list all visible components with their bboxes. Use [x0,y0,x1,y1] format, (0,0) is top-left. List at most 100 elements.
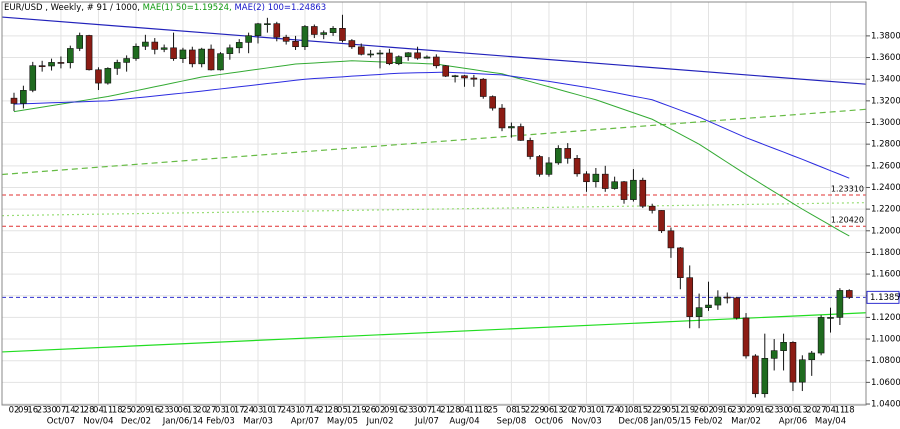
x-tick-label: 23 [403,406,414,416]
plot-frame [1,1,867,406]
y-tick-label: 1.16000 [871,270,900,280]
x-tick-label: 03 [215,406,226,416]
candle-body [142,41,149,47]
indicator-label: MAE(2) 100=1.24863 [234,3,326,13]
candle-body [845,290,853,298]
candle-body [545,162,553,175]
x-tick-label: 28 [84,406,95,416]
month-label: May/05 [327,417,358,427]
x-tick-label: 27 [572,406,583,416]
x-tick-label: 01 [619,406,630,416]
y-tick-label: 1.28000 [871,140,900,150]
candle-body [620,181,628,200]
title-text: EUR/USD , Weekly, # 91 / 1000, [4,3,140,13]
x-tick-label: 15 [515,406,526,416]
month-label: Feb/03 [206,417,235,427]
candle-body [198,48,205,65]
x-tick-label: 18 [844,406,855,416]
month-label: Apr/06 [779,417,807,427]
moving-average [13,60,850,237]
candle-body [630,179,637,200]
x-tick-label: 16 [393,406,404,416]
x-tick-label: 29 [534,406,545,416]
x-tick-label: 16 [27,406,38,416]
candle-body [20,90,27,104]
candle-body [123,58,130,63]
candle-body [573,158,581,175]
y-tick-label: 1.34000 [871,75,900,85]
candle-body [67,48,74,64]
candle-body [517,126,525,141]
candle-body [395,56,403,65]
x-tick-label: 11 [834,406,845,416]
candle-body [742,317,750,357]
candle-body [780,342,787,351]
candle-body [489,96,496,109]
x-tick-label: 22 [525,406,536,416]
candle-body [95,69,102,84]
candle-body [639,179,647,207]
month-label: May/04 [815,417,846,427]
x-tick-label: 12 [675,406,686,416]
candle-body [207,48,215,71]
candle-body [667,230,675,249]
month-label: Dec/08 [618,417,648,427]
x-tick-label: 31 [290,406,301,416]
x-tick-label: 12 [346,406,357,416]
x-tick-label: 21 [318,406,329,416]
candle-body [179,49,187,59]
x-tick-label: 03 [581,406,592,416]
candle-body [611,181,618,189]
candle-body [770,350,778,359]
plot-layer: 1.23310 1.20420 [1,2,867,405]
x-tick-label: 02 [375,406,386,416]
month-label: Feb/02 [694,417,723,427]
x-tick-label: 02 [703,406,714,416]
x-tick-label: 17 [600,406,611,416]
candle-body [433,56,440,67]
trendline [1,108,867,176]
chart-title: EUR/USD , Weekly, # 91 / 1000, MAE(1) 50… [4,3,326,13]
candle-body [799,359,806,383]
x-tick-label: 17 [234,406,245,416]
x-tick-label: 18 [478,406,489,416]
candle-body [470,77,478,80]
y-tick-label: 1.24000 [871,183,900,193]
candle-body [686,277,694,317]
x-tick-label: 02 [741,406,752,416]
x-tick-label: 13 [553,406,564,416]
x-tick-label: 16 [722,406,733,416]
x-tick-label: 28 [450,406,461,416]
candle-body [827,317,834,319]
candle-body [85,35,93,71]
y-tick-label: 1.30000 [871,118,900,128]
y-tick-label: 1.06000 [871,378,900,388]
x-tick-label: 11 [468,406,479,416]
candle-body [658,210,665,232]
indicator-label: MAE(1) 50=1.19524, [143,3,232,13]
month-label: Apr/07 [291,417,319,427]
y-tick-label: 1.12000 [871,313,900,323]
candle-body [526,140,534,157]
x-tick-label: 08 [628,406,639,416]
candle-body [189,49,196,65]
x-tick-label: 17 [271,406,282,416]
candle-body [357,46,365,55]
candle-body [301,26,309,48]
candle-body [414,52,421,59]
y-tick-label: 1.22000 [871,205,900,215]
month-label: Nov/03 [571,417,601,427]
candle-body [292,41,299,48]
x-tick-label: 21 [74,406,85,416]
candle-body [423,56,431,59]
x-tick-label: 25 [487,406,498,416]
candle-body [160,47,168,50]
month-label: Jan/05/15 [650,417,691,427]
candle-body [132,45,140,59]
x-tick-label: 06 [544,406,555,416]
x-tick-label: 05 [666,406,677,416]
x-tick-label: 14 [431,406,442,416]
candle-body [348,40,356,48]
